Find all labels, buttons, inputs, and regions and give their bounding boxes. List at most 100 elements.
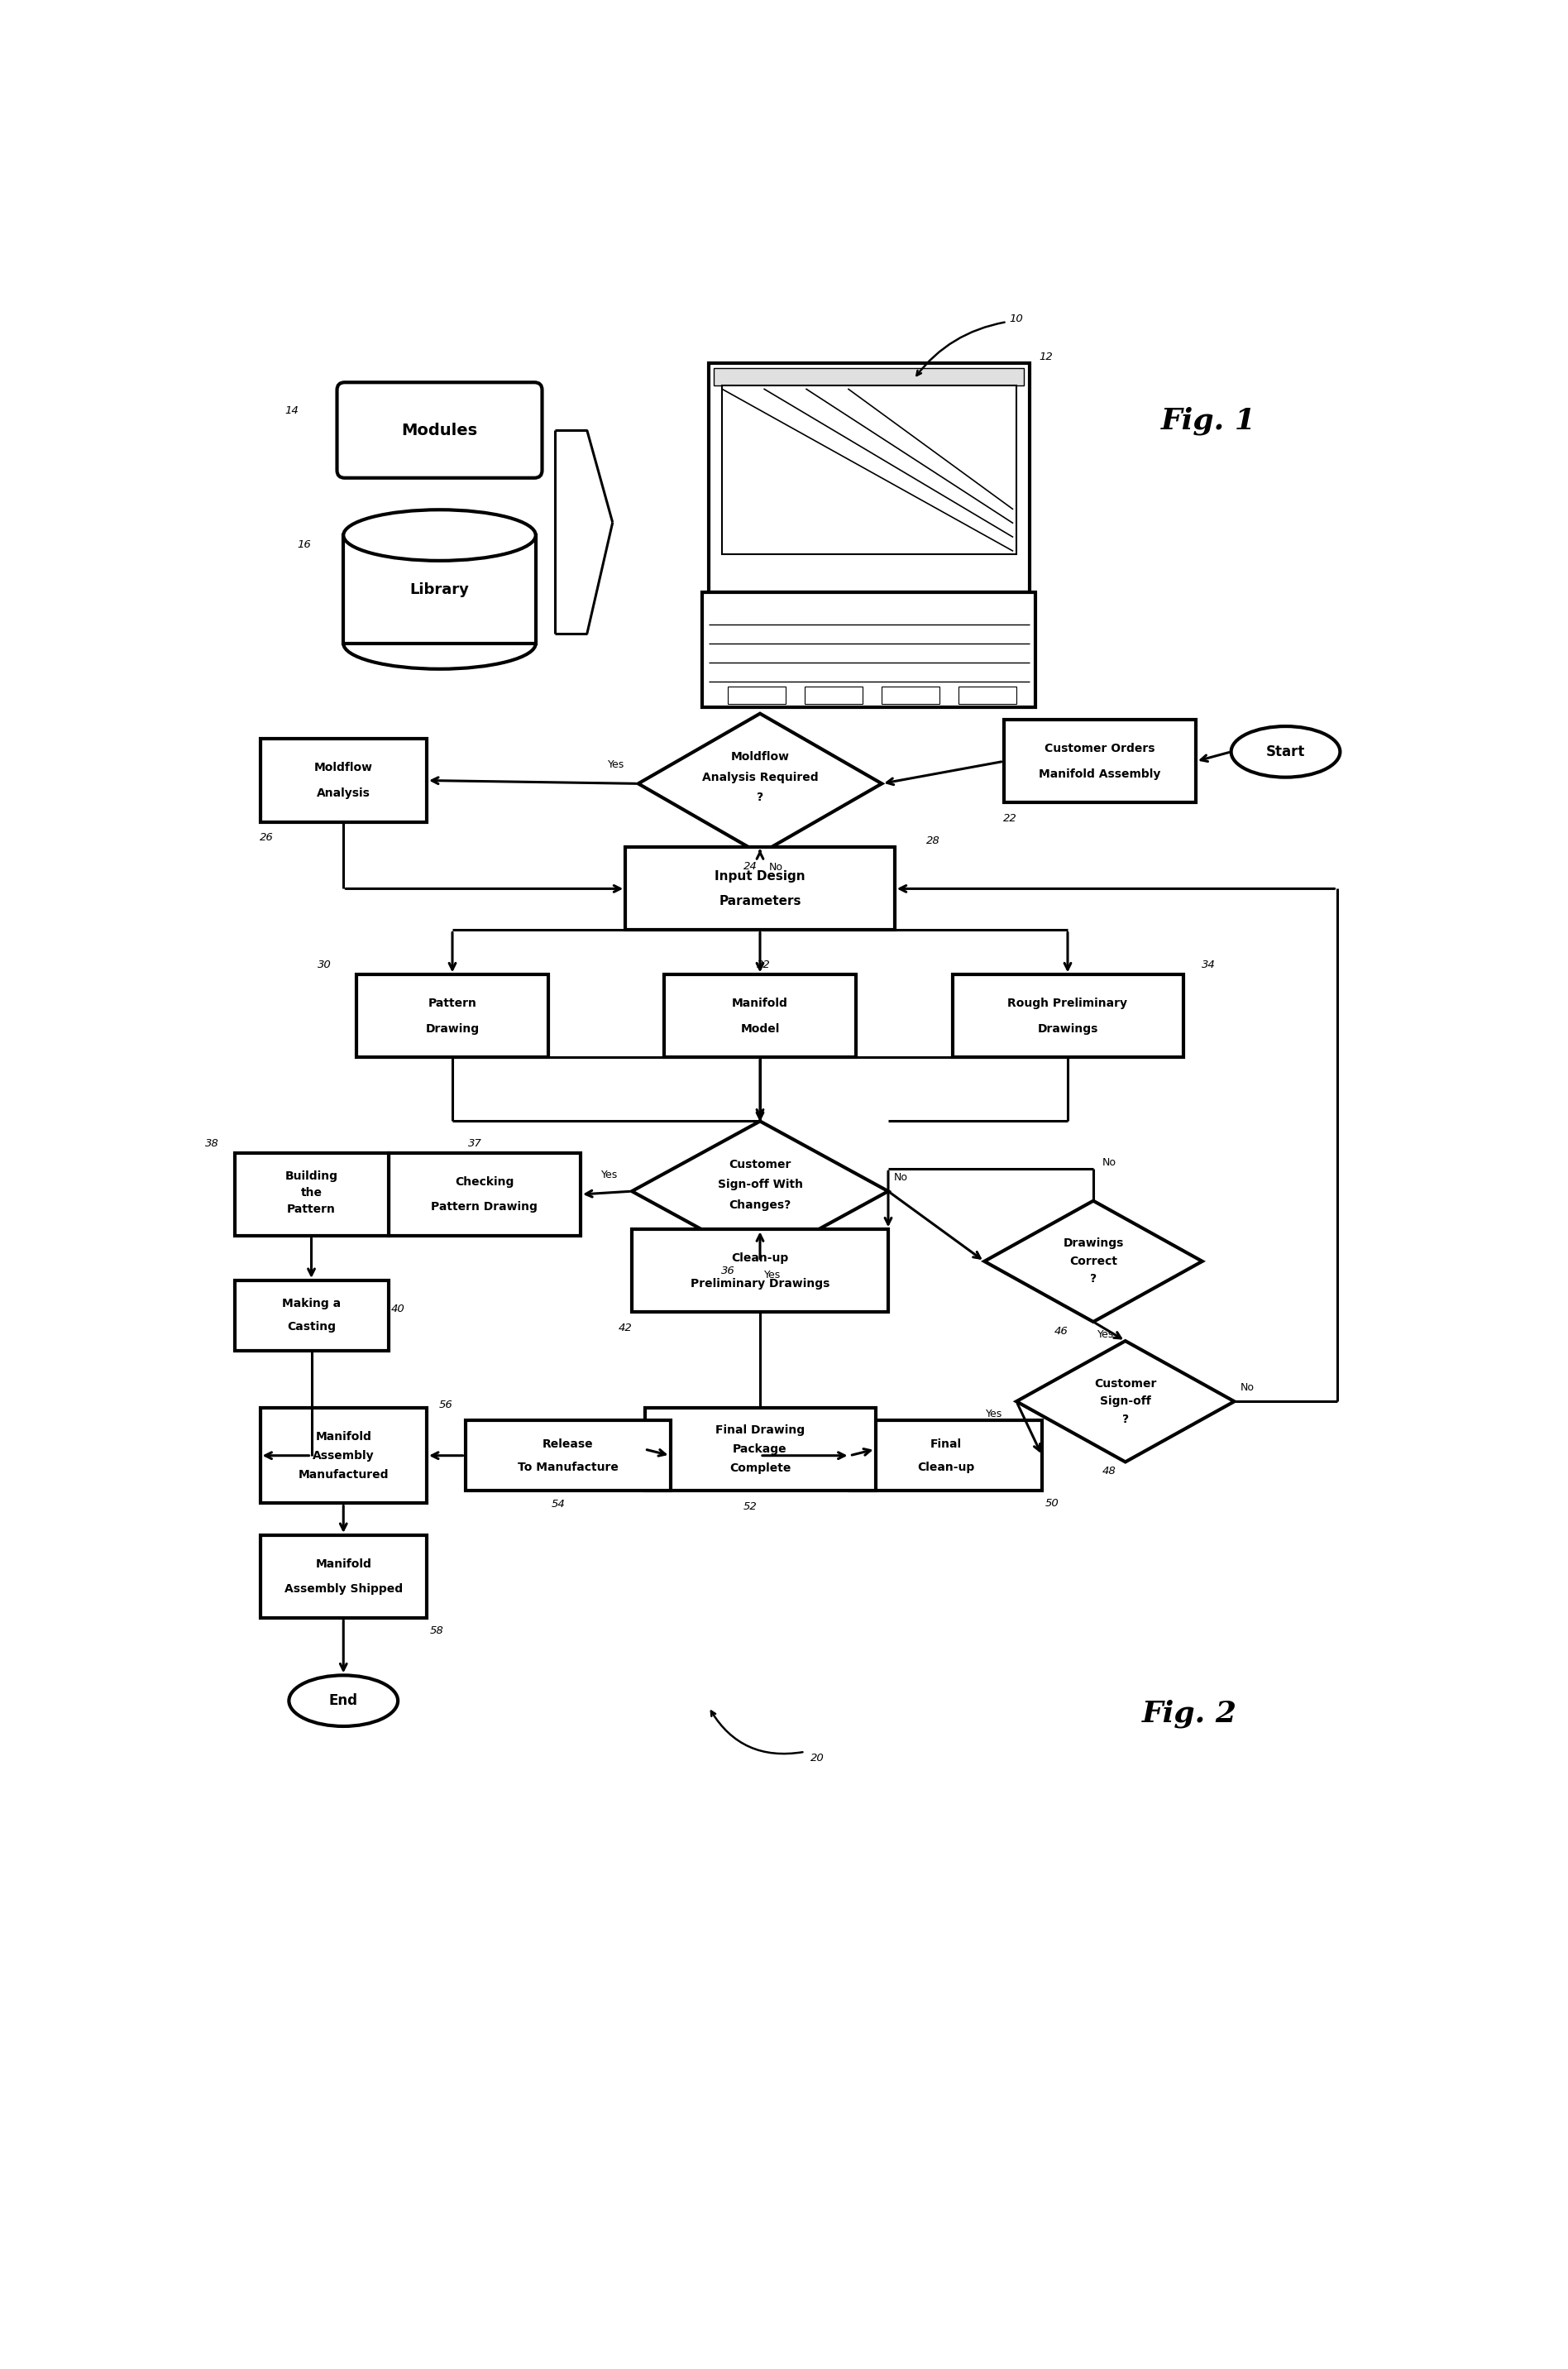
Text: Yes: Yes [607,758,624,770]
FancyBboxPatch shape [356,974,549,1057]
FancyBboxPatch shape [721,386,1016,554]
FancyBboxPatch shape [337,381,543,479]
Text: 22: 22 [1004,813,1018,824]
Text: Yes: Yes [1098,1329,1115,1341]
Text: Moldflow: Moldflow [731,751,789,763]
Text: 48: 48 [1102,1466,1116,1476]
FancyBboxPatch shape [728,687,786,704]
Text: Drawings: Drawings [1038,1023,1098,1035]
Text: Customer Orders: Customer Orders [1044,744,1156,753]
Text: Customer: Customer [1094,1379,1157,1388]
FancyBboxPatch shape [466,1421,670,1490]
Polygon shape [1016,1341,1234,1462]
Text: Sign-off: Sign-off [1099,1395,1151,1407]
Text: Clean-up: Clean-up [917,1462,975,1474]
FancyBboxPatch shape [804,687,862,704]
Text: Drawing: Drawing [425,1023,480,1035]
Text: Yes: Yes [765,1270,781,1282]
FancyBboxPatch shape [235,1279,389,1350]
Text: Building: Building [285,1170,337,1182]
Text: Final: Final [930,1438,961,1450]
Text: Drawings: Drawings [1063,1237,1124,1248]
Text: No: No [894,1173,908,1182]
Text: Preliminary Drawings: Preliminary Drawings [690,1277,829,1289]
Text: Fig. 2: Fig. 2 [1142,1699,1237,1727]
Text: No: No [768,862,782,874]
Text: 34: 34 [1201,959,1215,971]
Polygon shape [985,1201,1203,1322]
Text: 28: 28 [927,836,939,846]
FancyBboxPatch shape [958,687,1016,704]
Text: No: No [1240,1381,1254,1393]
Text: To Manufacture: To Manufacture [517,1462,618,1474]
Text: Input Design: Input Design [715,869,806,881]
Text: 32: 32 [756,959,770,971]
Text: Rough Preliminary: Rough Preliminary [1008,997,1127,1009]
Text: Clean-up: Clean-up [731,1253,789,1265]
FancyBboxPatch shape [881,687,939,704]
Text: 12: 12 [1040,351,1052,362]
Text: Complete: Complete [729,1462,790,1474]
FancyBboxPatch shape [632,1230,887,1312]
Text: Library: Library [409,583,469,597]
Text: 14: 14 [285,405,298,417]
Text: Release: Release [543,1438,593,1450]
FancyBboxPatch shape [850,1421,1043,1490]
FancyBboxPatch shape [663,974,856,1057]
Text: Modules: Modules [401,422,478,438]
Polygon shape [638,713,881,853]
Text: Manifold: Manifold [315,1431,372,1443]
Text: 36: 36 [721,1265,735,1277]
Text: Yes: Yes [986,1410,1002,1419]
FancyBboxPatch shape [260,1407,426,1504]
Text: Model: Model [740,1023,779,1035]
Text: Making a: Making a [282,1298,340,1310]
Text: 10: 10 [1010,313,1024,325]
FancyBboxPatch shape [389,1154,580,1237]
FancyBboxPatch shape [702,592,1035,708]
Text: Analysis: Analysis [317,787,370,798]
FancyBboxPatch shape [709,362,1029,592]
FancyBboxPatch shape [1004,720,1196,803]
Text: 40: 40 [390,1303,405,1315]
Text: 37: 37 [467,1137,481,1149]
Ellipse shape [1231,727,1341,777]
Text: ?: ? [1123,1414,1129,1426]
Text: Final Drawing: Final Drawing [715,1424,804,1436]
FancyBboxPatch shape [952,974,1182,1057]
Text: Changes?: Changes? [729,1199,792,1211]
Text: Manifold: Manifold [732,997,789,1009]
FancyBboxPatch shape [626,848,895,931]
Text: ?: ? [757,791,764,803]
Text: Assembly Shipped: Assembly Shipped [284,1582,403,1594]
Text: 54: 54 [552,1500,564,1509]
Text: Manufactured: Manufactured [298,1469,389,1481]
Text: Assembly: Assembly [312,1450,375,1462]
Text: End: End [329,1694,358,1708]
Text: 20: 20 [811,1753,825,1763]
Ellipse shape [289,1675,398,1727]
Text: 58: 58 [430,1625,444,1637]
Text: Package: Package [732,1443,787,1455]
Text: Pattern: Pattern [287,1203,336,1215]
Text: Checking: Checking [455,1175,514,1187]
Text: Casting: Casting [287,1322,336,1334]
Text: Yes: Yes [601,1170,618,1180]
Text: No: No [1102,1156,1116,1168]
Text: 26: 26 [260,832,273,843]
FancyBboxPatch shape [713,367,1024,386]
FancyBboxPatch shape [260,739,426,822]
Text: 16: 16 [298,540,312,550]
Text: Manifold Assembly: Manifold Assembly [1038,768,1160,779]
Text: Pattern Drawing: Pattern Drawing [431,1201,538,1213]
Text: Pattern: Pattern [428,997,477,1009]
Text: Moldflow: Moldflow [314,763,373,775]
Text: 56: 56 [439,1400,453,1410]
Text: ?: ? [1090,1275,1096,1284]
Text: the: the [301,1187,321,1199]
Text: 50: 50 [1044,1497,1058,1509]
FancyBboxPatch shape [644,1407,875,1490]
Text: 52: 52 [743,1502,757,1511]
FancyBboxPatch shape [260,1535,426,1618]
Text: Customer: Customer [729,1158,792,1170]
